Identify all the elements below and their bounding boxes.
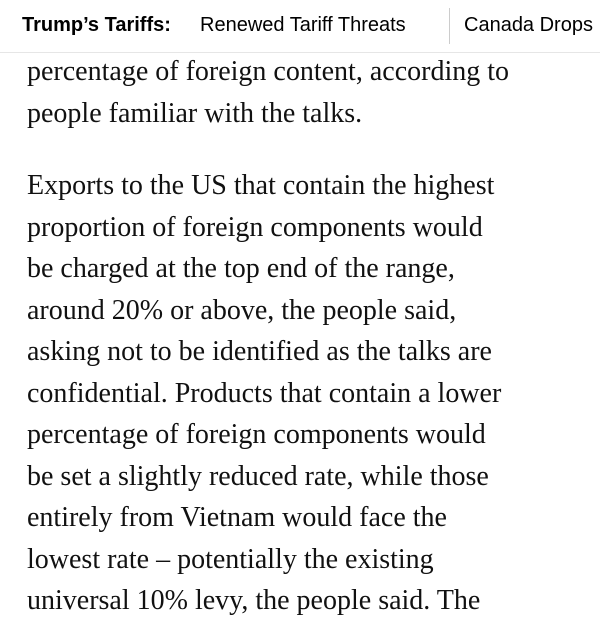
text-line: lowest rate – potentially the existing xyxy=(27,543,434,575)
text-line: people familiar with the talks. xyxy=(27,97,363,129)
text-line: entirely from Vietnam would face the xyxy=(27,502,447,533)
text-line: universal 10% levy, the people said. The xyxy=(27,585,481,616)
text-line: percentage of foreign components would xyxy=(27,419,486,450)
text-line: percentage of foreign content, according… xyxy=(27,56,510,87)
nav-label: Trump’s Tariffs: xyxy=(22,14,171,36)
text-line: be charged at the top end of the range, xyxy=(27,253,455,284)
text-line: confidential. Products that contain a lo… xyxy=(27,377,502,409)
nav-bar: Trump’s Tariffs: Renewed Tariff Threats … xyxy=(0,0,600,53)
divider xyxy=(449,8,450,44)
text-line: Exports to the US that contain the highe… xyxy=(27,170,495,201)
text-line: asking not to be identified as the talks… xyxy=(27,336,492,367)
text-line: around 20% or above, the people said, xyxy=(27,294,457,326)
nav-item[interactable]: Canada Drops xyxy=(464,14,593,36)
text-line: proportion of foreign components would xyxy=(27,211,483,243)
text-line: be set a slightly reduced rate, while th… xyxy=(27,460,489,492)
nav-item[interactable]: Renewed Tariff Threats xyxy=(200,14,406,36)
